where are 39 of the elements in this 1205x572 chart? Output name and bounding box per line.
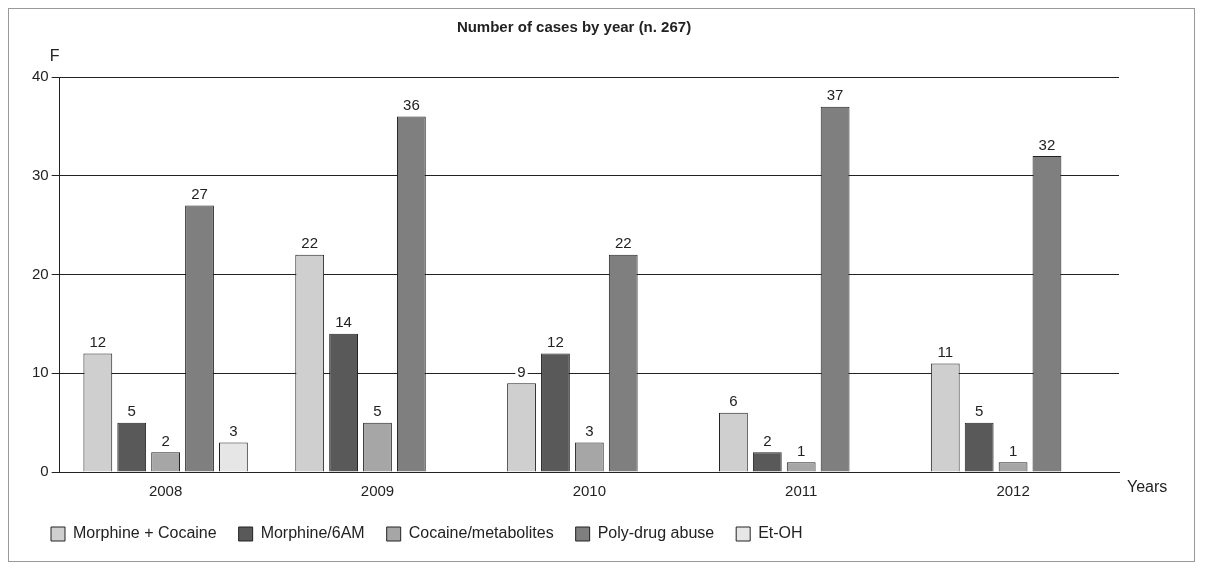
data-label: 3 [585,422,594,440]
data-label: 9 [517,362,526,380]
data-label: 14 [335,313,352,331]
data-label: 12 [89,333,107,351]
data-label: 2 [763,431,772,449]
x-tick-label: 2008 [148,482,183,500]
x-tick-label: 2010 [572,482,607,500]
data-label: 1 [1008,441,1018,459]
data-label: 36 [403,96,420,114]
x-tick-label: 2009 [360,482,395,500]
data-label: 1 [797,441,806,459]
x-tick-label: 2011 [785,482,818,500]
data-label: 5 [373,402,382,420]
data-label: 5 [127,402,136,420]
legend-label: Poly-drug abuse [597,524,715,542]
data-label: 37 [826,86,844,104]
data-label: 32 [1038,135,1056,153]
data-label: 6 [729,392,738,410]
x-tick-label: 2012 [996,482,1030,500]
legend-label: Morphine + Cocaine [73,524,217,542]
data-label: 22 [301,234,319,252]
data-label: 27 [191,185,208,203]
y-axis-title: F [49,47,60,65]
data-label: 5 [975,402,984,420]
legend-label: Morphine/6AM [260,524,365,542]
legend-label: Et-OH [758,524,803,542]
data-label: 22 [614,234,632,252]
y-tick-label: 20 [32,264,49,282]
y-tick-label: 10 [32,363,49,381]
legend-label: Cocaine/metabolites [408,524,554,542]
data-label: 2 [161,431,170,449]
x-axis-title: Years [1127,478,1168,496]
data-label: 11 [937,343,954,361]
y-tick-label: 30 [32,165,49,183]
data-label: 3 [229,422,238,440]
y-tick-label: 0 [40,462,49,480]
y-tick-label: 40 [32,67,49,85]
data-label: 12 [547,333,564,351]
chart-title: Number of cases by year (n. 267) [456,18,692,36]
